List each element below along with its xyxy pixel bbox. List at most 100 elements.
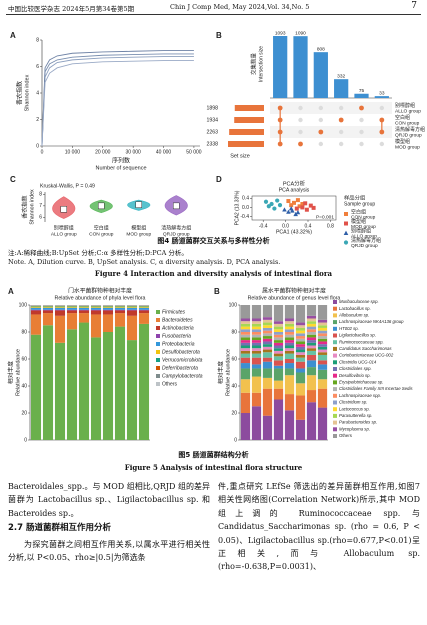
legend-swatch [156, 382, 160, 386]
row-band [270, 126, 392, 138]
bar-segment [262, 352, 273, 358]
set-size-bar [228, 141, 264, 147]
bar-segment [317, 344, 328, 347]
bar-segment [126, 305, 138, 306]
panel-label: A [8, 287, 14, 296]
bar-value-label: 33 [379, 90, 385, 96]
legend-swatch [156, 342, 160, 346]
chart-title: 属水平菌群物种相对丰度 [262, 287, 326, 295]
x-tick-label: -0.4 [259, 223, 268, 229]
bar-segment [273, 360, 284, 366]
matrix-dot [318, 141, 324, 147]
bar-segment [42, 325, 54, 440]
matrix-dot [379, 141, 385, 147]
legend-swatch [333, 320, 337, 325]
bar-segment [251, 353, 262, 358]
legend-swatch [333, 360, 337, 365]
bar-segment [262, 368, 273, 378]
bar-segment [102, 310, 114, 315]
bar-segment [273, 334, 284, 338]
bar-segment [295, 383, 306, 396]
bar-segment [126, 340, 138, 440]
point [272, 206, 277, 211]
point [266, 204, 271, 209]
bar-segment [126, 309, 138, 311]
bar-segment [317, 333, 328, 337]
bar-segment [251, 321, 262, 324]
y-tick-label: 80 [231, 329, 237, 335]
bar-segment [78, 305, 90, 306]
legend-swatch [333, 300, 337, 304]
legend-swatch [333, 434, 337, 438]
matrix-dot-active [277, 129, 283, 135]
legend-swatch [156, 350, 160, 354]
bar-segment [54, 306, 66, 308]
y-tick-label: 80 [21, 329, 27, 335]
bar-segment [240, 379, 251, 393]
figure4-title: 图4 肠道菌群交互关系与多样性分析 [157, 237, 270, 245]
bar-segment [284, 305, 295, 319]
bar-segment [251, 337, 262, 341]
bar-segment [317, 305, 328, 320]
bar-segment [138, 307, 150, 310]
bar-segment [102, 307, 114, 310]
right-column: 件,重点研究 LEfSe 筛选出的差异菌群相互作用,如图7 相关性网络图(Cor… [218, 480, 420, 574]
bar-segment [240, 413, 251, 440]
x-tick-label: 别嘌醇组 [54, 224, 74, 231]
point [277, 203, 283, 208]
y-tick-label: -0.4 [240, 214, 249, 220]
bar-segment [251, 368, 262, 377]
legend-label: Lachnospiraceae NK4A136 group [339, 319, 404, 324]
left-column: Bacteroidales_spp.。与 MOD 组相比,QRJD 组的差异菌群… [8, 480, 210, 564]
matrix-dot [359, 117, 364, 123]
legend-label: 别嘌醇组 [351, 227, 371, 234]
bar-segment [126, 306, 138, 308]
legend-swatch [333, 413, 337, 418]
x-axis-label: 序列数 [112, 157, 130, 165]
bar-segment [66, 309, 78, 311]
set-name-en: QRJD group [395, 132, 422, 138]
y-axis-label: Relative abundance [15, 349, 21, 396]
plot-frame [251, 195, 337, 221]
bar-segment [317, 327, 328, 331]
bar-segment [317, 407, 328, 440]
point [286, 199, 291, 204]
bar-segment [317, 369, 328, 380]
y-tick-label: 20 [231, 410, 237, 416]
bar-segment [306, 305, 317, 316]
legend-label: Campylobacterota [162, 373, 203, 379]
bar-segment [317, 346, 328, 350]
point [275, 198, 280, 203]
matrix-dot-active [277, 105, 283, 111]
bar-segment [284, 410, 295, 440]
bar-segment [240, 392, 251, 413]
bar-segment [306, 402, 317, 440]
bar-segment [262, 357, 273, 362]
panel-label: D [216, 175, 222, 184]
bar-segment [251, 334, 262, 338]
bar-segment [317, 336, 328, 339]
figure4-note-cn: 注:A:稀释曲线;B:UpSet 分析;C:α 多样性分析;D:PCA 分析。 [8, 249, 188, 257]
bar-segment [262, 388, 273, 416]
matrix-dot [359, 129, 364, 135]
bar-segment [284, 359, 295, 364]
point [292, 200, 296, 205]
bar-segment [251, 305, 262, 319]
legend-swatch [156, 358, 160, 362]
y-tick-label: 100 [229, 302, 238, 308]
bar-segment [126, 307, 138, 310]
bar-segment [66, 313, 78, 330]
legend-swatch [333, 427, 337, 432]
bar [374, 96, 389, 98]
bar-segment [251, 342, 262, 346]
bar-segment [306, 367, 317, 376]
legend-swatch [333, 326, 337, 331]
bar-segment [240, 345, 251, 349]
journal-en: Chin J Comp Med, May 2024,Vol. 34,No. 5 [170, 3, 310, 11]
bar-segment [306, 342, 317, 346]
bar-segment [262, 341, 273, 345]
bar-segment [78, 309, 90, 311]
legend-label: 清热解毒方组 [351, 237, 381, 244]
bar-segment [78, 313, 90, 323]
